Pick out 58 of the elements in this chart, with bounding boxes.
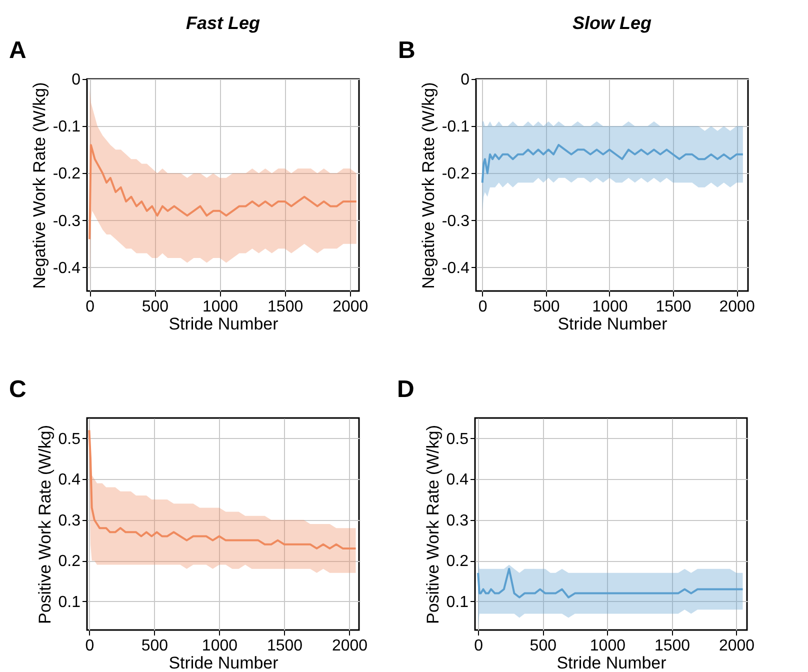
y-tick-label: -0.1 — [52, 118, 81, 136]
x-tick-label: 2000 — [719, 298, 755, 316]
y-tick-label: -0.2 — [442, 166, 470, 183]
y-tick-label: 0.3 — [446, 512, 469, 530]
y-axis-title: Positive Work Rate (W/kg) — [35, 424, 54, 624]
y-tick-label: 0.4 — [58, 472, 81, 489]
x-tick-label: 500 — [530, 638, 557, 654]
y-tick-label: 0.2 — [446, 553, 469, 570]
x-tick-label: 1500 — [266, 638, 303, 654]
y-tick-label: -0.1 — [442, 118, 470, 136]
x-axis-title: Stride Number — [556, 654, 667, 672]
y-tick-label: -0.4 — [442, 260, 470, 277]
line-series — [88, 144, 358, 240]
line-series — [477, 568, 744, 598]
chart-title: Slow Leg — [572, 13, 652, 33]
y-tick-label: 0.2 — [58, 553, 81, 570]
y-axis-title: Positive Work Rate (W/kg) — [423, 424, 442, 624]
x-tick-label: 1500 — [268, 298, 304, 316]
x-tick-label: 0 — [86, 298, 95, 316]
chart-title: Fast Leg — [186, 13, 260, 33]
y-axis-title: Negative Work Rate (W/kg) — [30, 82, 49, 289]
y-tick-label: 0.5 — [58, 430, 81, 448]
text: D — [397, 376, 414, 403]
y-tick-label: -0.4 — [52, 260, 81, 277]
y-tick-label: 0 — [72, 72, 81, 88]
text: C — [9, 376, 26, 403]
line-series — [481, 144, 744, 184]
y-tick-label: 0 — [460, 72, 470, 88]
x-tick-label: 2000 — [332, 298, 368, 316]
y-tick-label: 0.1 — [446, 594, 469, 611]
x-tick-label: 1000 — [202, 298, 238, 316]
x-tick-label: 1000 — [202, 638, 238, 654]
x-tick-label: 0 — [478, 298, 488, 316]
x-axis-title: Stride Number — [558, 314, 668, 334]
x-axis-title: Stride Number — [168, 654, 279, 672]
x-tick-label: 500 — [533, 298, 560, 316]
x-tick-label: 1500 — [654, 638, 690, 654]
y-tick-label: 0.3 — [58, 512, 81, 530]
x-tick-label: 2000 — [718, 638, 755, 654]
y-tick-label: 0.5 — [446, 430, 469, 448]
x-tick-label: 0 — [474, 638, 484, 654]
y-tick-label: -0.3 — [442, 212, 470, 230]
y-tick-label: 0.1 — [58, 594, 81, 611]
y-tick-label: -0.2 — [52, 166, 81, 183]
x-tick-label: 0 — [85, 638, 94, 654]
x-tick-label: 2000 — [332, 638, 368, 654]
x-tick-label: 500 — [142, 298, 169, 316]
x-tick-label: 1000 — [590, 638, 626, 654]
x-tick-label: 1000 — [592, 298, 628, 316]
x-axis-title: Stride Number — [168, 314, 279, 334]
y-axis-title: Negative Work Rate (W/kg) — [418, 82, 438, 289]
x-tick-label: 1500 — [656, 298, 692, 316]
text: B — [398, 37, 416, 64]
text: A — [9, 37, 26, 64]
x-tick-label: 500 — [141, 638, 168, 654]
y-tick-label: -0.3 — [52, 212, 81, 230]
y-tick-label: 0.4 — [446, 472, 469, 489]
line-series — [88, 429, 357, 550]
